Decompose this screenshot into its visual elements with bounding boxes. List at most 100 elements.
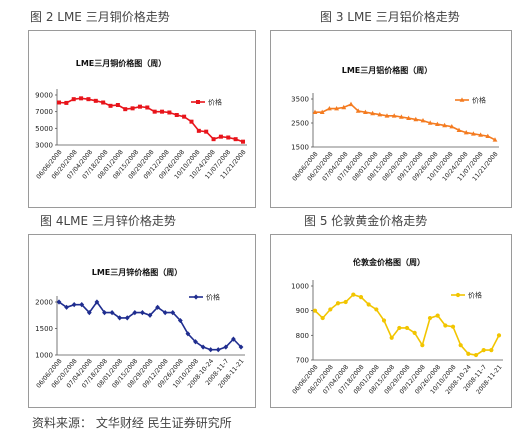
gold-y-tick-label: 1000 [291, 283, 309, 291]
gold-data-point [320, 315, 325, 321]
gold-y-tick-label: 900 [296, 307, 309, 315]
copper-data-point [182, 114, 187, 119]
aluminium-data-point [406, 115, 411, 120]
gold-data-point [389, 335, 394, 340]
aluminium-chart-panel: LME三月铝价格图（周） 3500 2500 1500 06/06/2008 06/20/… [270, 30, 512, 208]
copper-data-point [123, 107, 128, 112]
gold-y-tick-label: 800 [296, 332, 309, 340]
aluminium-data-point [399, 114, 404, 119]
aluminium-data-point [312, 109, 318, 114]
aluminium-data-point [341, 104, 347, 110]
copper-data-point [71, 97, 76, 102]
gold-data-point [443, 323, 448, 328]
gold-chart-title: 伦敦金价格图（周） [353, 257, 425, 267]
copper-data-point [57, 100, 61, 105]
aluminium-data-point [384, 113, 390, 118]
copper-data-point [174, 113, 179, 117]
gold-price-line [314, 293, 500, 356]
aluminium-data-point [355, 108, 361, 113]
gold-data-point [343, 299, 348, 305]
aluminium-data-point [456, 127, 462, 132]
copper-data-point [204, 129, 209, 134]
aluminium-data-point [319, 109, 325, 114]
gold-legend-label: 价格 [468, 291, 482, 300]
gold-legend-marker [455, 292, 461, 298]
aluminium-y-tick-label: 2500 [291, 120, 309, 128]
copper-data-point [196, 128, 201, 133]
zinc-y-tick-label: 1000 [35, 352, 53, 360]
copper-data-point [108, 103, 113, 108]
aluminium-data-point [492, 137, 498, 142]
gold-chart-panel: 伦敦金价格图（周） 1000 900 800 700 06/06/2008 06/20/20… [270, 234, 512, 408]
figure-2-caption: 图 2 LME 三月铜价格走势 [30, 10, 170, 24]
gold-data-point [397, 325, 402, 331]
aluminium-data-point [413, 116, 419, 122]
copper-data-point [86, 97, 91, 102]
gold-data-point [412, 330, 417, 335]
copper-data-point [130, 106, 135, 111]
aluminium-data-point [391, 113, 397, 118]
source-note: 资料来源： 文华财经 民生证券研究所 [32, 416, 232, 430]
gold-data-point [466, 351, 471, 356]
copper-data-point [137, 104, 142, 109]
gold-data-point [458, 343, 463, 348]
aluminium-data-point [327, 106, 332, 111]
gold-data-point [312, 308, 318, 313]
zinc-data-point [208, 347, 214, 353]
copper-y-tick-label: 5000 [35, 125, 53, 133]
aluminium-chart: LME三月铝价格图（周）35002500150006/06/200806/20/… [291, 65, 499, 183]
gold-data-point [374, 307, 379, 312]
gold-data-point [481, 348, 486, 353]
gold-data-point [435, 313, 440, 318]
gold-data-point [404, 325, 410, 331]
gold-data-point [328, 307, 333, 312]
aluminium-y-tick-label: 3500 [291, 96, 309, 104]
copper-data-point [101, 100, 106, 105]
aluminium-chart-title: LME三月铝价格图（周） [342, 65, 433, 75]
zinc-chart-title: LME三月锌价格图（周） [92, 267, 183, 277]
copper-chart-panel: LME三月铜价格图（周） 9000 7000 5000 3000 06/06/2008 06… [28, 30, 256, 208]
zinc-data-point [193, 339, 198, 345]
aluminium-data-point [348, 101, 354, 107]
copper-chart: LME三月铜价格图（周）900070005000300006/06/200806… [35, 58, 247, 181]
copper-data-point [233, 137, 238, 142]
copper-data-point [93, 98, 98, 103]
copper-legend-marker [196, 100, 200, 104]
zinc-chart: LME三月锌价格图（周）20001500100006/06/200806/20/… [35, 267, 245, 390]
gold-data-point [351, 292, 356, 297]
copper-y-tick-label: 3000 [35, 142, 53, 150]
aluminium-legend-label: 价格 [472, 96, 486, 105]
zinc-data-point [71, 302, 77, 308]
zinc-price-line [58, 300, 242, 351]
copper-data-point [79, 96, 84, 101]
aluminium-legend-marker [459, 97, 465, 102]
aluminium-data-point [485, 133, 491, 138]
figure-3-caption: 图 3 LME 三月铝价格走势 [320, 10, 460, 24]
aluminium-data-point [420, 118, 426, 123]
copper-data-point [152, 109, 157, 114]
figure-5-caption: 图 5 伦敦黄金价格走势 [304, 214, 428, 228]
aluminium-data-point [449, 124, 455, 129]
copper-chart-title: LME三月铜价格图（周） [76, 58, 167, 68]
aluminium-data-point [334, 106, 339, 111]
zinc-y-tick-label: 2000 [35, 299, 53, 307]
zinc-legend-marker [193, 294, 199, 300]
zinc-data-point [140, 310, 145, 316]
aluminium-data-point [478, 132, 483, 137]
copper-legend-label: 价格 [208, 98, 222, 107]
gold-data-point [450, 324, 456, 329]
gold-data-point [473, 352, 479, 358]
gold-data-point [496, 333, 502, 338]
zinc-data-point [94, 299, 100, 305]
aluminium-data-point [363, 109, 368, 114]
gold-data-point [358, 295, 364, 300]
aluminium-data-point [377, 112, 383, 117]
copper-data-point [218, 134, 223, 139]
gold-data-point [335, 301, 341, 306]
aluminium-data-point [427, 120, 433, 125]
copper-data-point [160, 109, 165, 114]
zinc-data-point [215, 347, 221, 353]
copper-data-point [241, 139, 245, 144]
aluminium-data-point [471, 131, 476, 136]
aluminium-data-point [463, 130, 469, 135]
